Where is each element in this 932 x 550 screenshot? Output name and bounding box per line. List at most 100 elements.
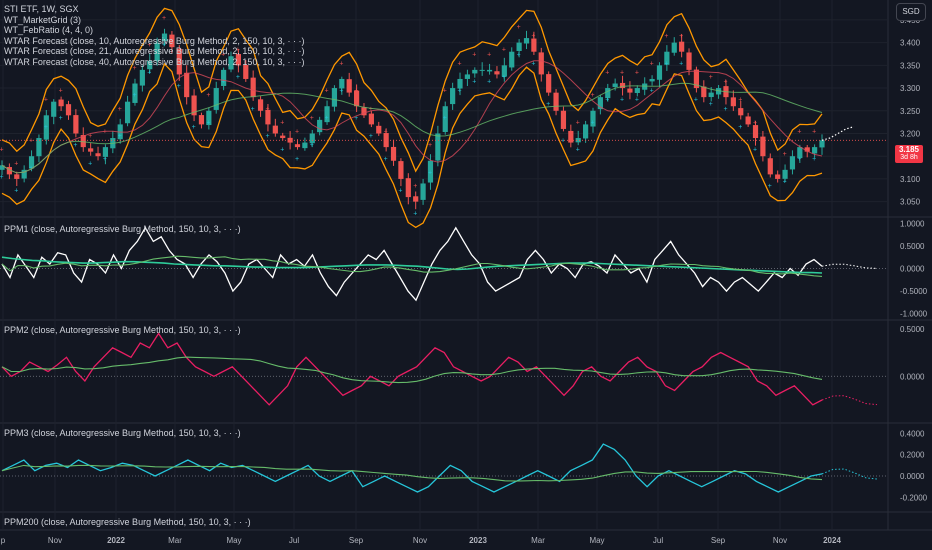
candle-body — [605, 88, 611, 99]
grid-marker: + — [103, 128, 107, 135]
candle-body — [560, 110, 567, 129]
indicator-febratio[interactable]: WT_FebRatio (4, 4, 0) — [4, 25, 94, 35]
candle-body — [619, 82, 626, 89]
ppm1-series-line — [1, 226, 823, 302]
ma-slow-line — [1, 82, 823, 174]
grid-marker: + — [310, 142, 314, 149]
grid-marker: + — [428, 169, 432, 176]
candle-body — [184, 72, 190, 98]
grid-marker: + — [664, 33, 668, 40]
x-tick-label: Nov — [413, 536, 427, 545]
grid-marker: + — [590, 119, 594, 126]
grid-marker: + — [783, 151, 787, 158]
grid-marker: + — [147, 42, 151, 49]
grid-marker: + — [531, 60, 535, 67]
candle-body — [575, 138, 581, 143]
grid-marker: + — [29, 165, 33, 172]
ppm2-tick-label: 0.5000 — [900, 325, 925, 334]
candle-body — [782, 169, 788, 179]
grid-marker: + — [783, 178, 787, 185]
candle-body — [405, 178, 411, 198]
grid-marker: + — [354, 115, 358, 122]
candle-body — [102, 147, 109, 157]
candle-body — [420, 183, 426, 200]
grid-marker: + — [753, 119, 757, 126]
grid-marker: + — [413, 183, 417, 190]
ppm1-tick-label: 0.0000 — [900, 265, 925, 274]
x-tick-label: 2024 — [823, 536, 841, 545]
candle-body — [413, 196, 419, 202]
x-tick-label: Mar — [168, 536, 182, 545]
grid-marker: + — [517, 51, 521, 58]
candle-body — [257, 99, 264, 111]
ppm2-forecast-line — [821, 395, 878, 406]
ppm1-tick-label: 1.0000 — [900, 219, 925, 228]
grid-marker: + — [650, 88, 654, 95]
grid-marker: + — [310, 115, 314, 122]
candle-body — [568, 130, 574, 143]
grid-marker: + — [664, 60, 668, 67]
ppm1-series-line — [1, 256, 823, 274]
symbol-title[interactable]: STI ETF, 1W, SGX — [4, 4, 79, 14]
x-tick-label: Nov — [773, 536, 787, 545]
grid-marker: + — [14, 160, 18, 167]
grid-marker: + — [221, 79, 225, 86]
candle-body — [553, 92, 559, 111]
candle-body — [745, 116, 751, 125]
ppm3-tick-label: 0.0000 — [900, 472, 925, 481]
candle-body — [501, 65, 507, 77]
indicator-wtar-21[interactable]: WTAR Forecast (close, 21, Autoregressive… — [4, 46, 305, 56]
ppm1-pane-title[interactable]: PPM1 (close, Autoregressive Burg Method,… — [4, 224, 241, 234]
grid-marker: + — [177, 56, 181, 63]
x-tick-label: 2023 — [469, 536, 487, 545]
candle-body — [132, 83, 138, 103]
candle-body — [14, 174, 20, 179]
grid-marker: + — [384, 128, 388, 135]
grid-marker: + — [517, 24, 521, 31]
candle-body — [361, 107, 367, 116]
candle-body — [272, 125, 278, 134]
ppm3-pane-title[interactable]: PPM3 (close, Autoregressive Burg Method,… — [4, 428, 241, 438]
candle-body — [6, 167, 12, 175]
grid-marker: + — [443, 88, 447, 95]
candle-body — [398, 161, 404, 179]
candle-body — [58, 99, 64, 107]
candle-body — [161, 33, 168, 42]
indicator-marketgrid[interactable]: WT_MarketGrid (3) — [4, 14, 82, 25]
grid-marker: + — [162, 15, 166, 22]
ppm3-series-line — [1, 443, 823, 493]
grid-marker: + — [236, 74, 240, 81]
ppm3-tick-label: 0.2000 — [900, 451, 925, 460]
grid-marker: + — [118, 133, 122, 140]
candle-body — [804, 147, 810, 152]
grid-marker: + — [88, 160, 92, 167]
candle-body — [331, 88, 338, 107]
candle-body — [73, 115, 79, 134]
grid-marker: + — [280, 119, 284, 126]
grid-marker: + — [576, 147, 580, 154]
grid-marker: + — [103, 156, 107, 163]
candle-body — [265, 109, 271, 125]
candle-body — [679, 41, 685, 52]
currency-button[interactable]: SGD — [896, 3, 926, 21]
ppm200-pane-title[interactable]: PPM200 (close, Autoregressive Burg Metho… — [4, 517, 251, 527]
candle-body — [531, 38, 537, 52]
ppm2-pane-title[interactable]: PPM2 (close, Autoregressive Burg Method,… — [4, 325, 241, 335]
candle-body — [442, 106, 448, 132]
grid-marker: + — [590, 92, 594, 99]
candle-body — [752, 125, 759, 139]
grid-marker: + — [354, 88, 358, 95]
indicator-wtar-10[interactable]: WTAR Forecast (close, 10, Autoregressive… — [4, 35, 305, 46]
ppm2-tick-label: 0.0000 — [900, 372, 925, 381]
price-tick-label: 3.100 — [900, 175, 921, 184]
grid-marker: + — [325, 88, 329, 95]
candle-body — [169, 34, 175, 48]
grid-marker: + — [679, 60, 683, 67]
grid-marker: + — [472, 51, 476, 58]
grid-marker: + — [73, 115, 77, 122]
grid-marker: + — [192, 124, 196, 131]
candle-body — [819, 140, 825, 148]
x-tick-label: 2022 — [107, 536, 125, 545]
indicator-wtar-40[interactable]: WTAR Forecast (close, 40, Autoregressive… — [4, 56, 305, 67]
price-tick-label: 3.050 — [900, 198, 921, 207]
